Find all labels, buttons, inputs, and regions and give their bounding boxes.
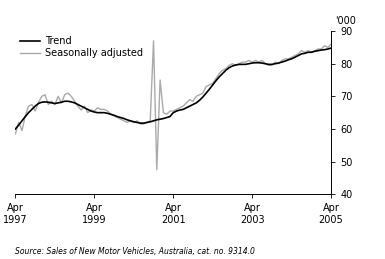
Trend — [194, 101, 199, 104]
Legend: Trend, Seasonally adjusted: Trend, Seasonally adjusted — [20, 36, 142, 58]
Text: Source: Sales of New Motor Vehicles, Australia, cat. no. 9314.0: Source: Sales of New Motor Vehicles, Aus… — [15, 247, 255, 256]
Trend — [13, 127, 18, 131]
Trend — [256, 61, 261, 64]
Trend — [95, 111, 100, 114]
Seasonally adjusted — [263, 62, 268, 65]
Seasonally adjusted — [13, 132, 18, 135]
Line: Seasonally adjusted: Seasonally adjusted — [15, 41, 331, 170]
Seasonally adjusted — [329, 42, 333, 46]
Seasonally adjusted — [154, 168, 159, 171]
Trend — [23, 115, 28, 118]
Seasonally adjusted — [23, 114, 28, 118]
Seasonally adjusted — [201, 91, 205, 95]
Trend — [36, 102, 41, 105]
Seasonally adjusted — [151, 39, 156, 42]
Trend — [329, 47, 333, 50]
Text: '000: '000 — [335, 16, 356, 26]
Seasonally adjusted — [177, 106, 182, 109]
Seasonally adjusted — [36, 101, 41, 104]
Seasonally adjusted — [95, 106, 100, 109]
Trend — [171, 111, 176, 114]
Line: Trend: Trend — [15, 48, 331, 129]
